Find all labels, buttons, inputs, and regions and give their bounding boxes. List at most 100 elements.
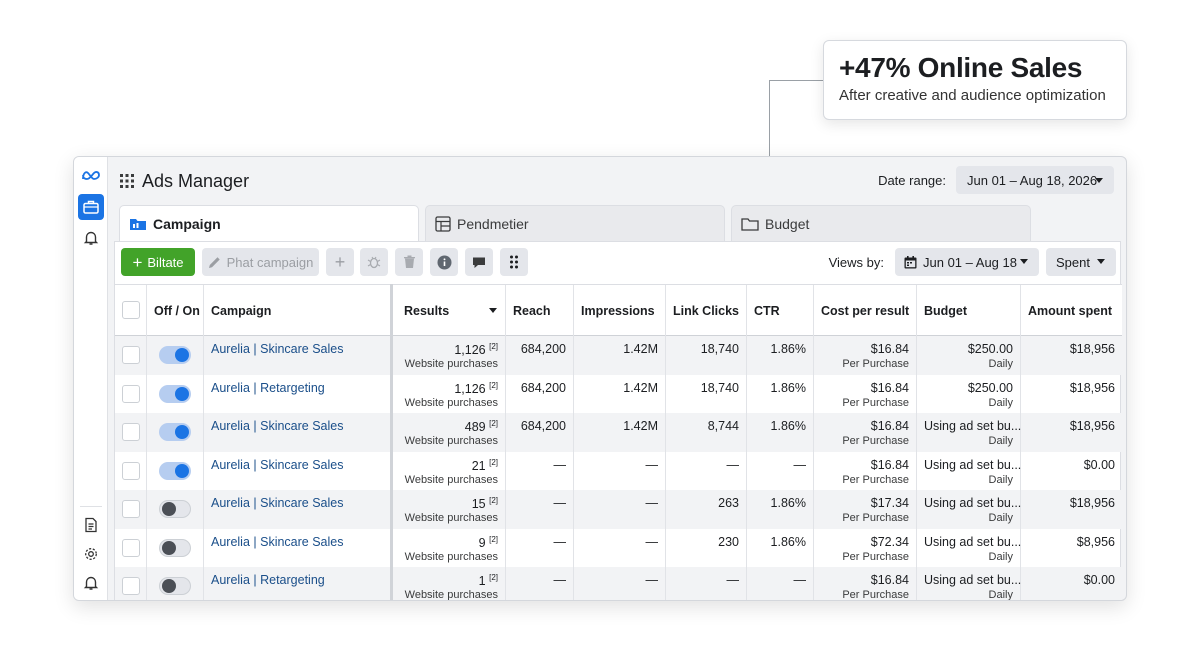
info-icon[interactable] [430, 248, 458, 276]
campaign-name-link[interactable]: Aurelia | Retargeting [211, 380, 325, 395]
header-reach[interactable]: Reach [506, 285, 574, 336]
campaign-folder-icon [129, 217, 147, 231]
cell-ctr: 1.86% [747, 490, 814, 529]
ctr-value: — [793, 457, 807, 472]
header-ctr[interactable]: CTR [747, 285, 814, 336]
delivery-toggle[interactable] [159, 346, 191, 364]
tab-pendmetier[interactable]: Pendmetier [425, 205, 725, 241]
row-checkbox[interactable] [122, 538, 140, 557]
cell-cost: $16.84 Per Purchase [814, 451, 917, 490]
comment-icon[interactable] [465, 248, 493, 276]
cell-results: 1 [2] Website purchases [397, 567, 506, 600]
table-row[interactable]: Aurelia | Skincare Sales 21 [2] Website pu… [115, 451, 1122, 490]
table-row[interactable]: Aurelia | Skincare Sales 1,126 [2] Website… [115, 336, 1122, 375]
trash-icon[interactable] [395, 248, 423, 276]
table-row[interactable]: Aurelia | Skincare Sales 489 [2] Website p… [115, 413, 1122, 452]
header-impressions[interactable]: Impressions [574, 285, 666, 336]
budget-period: Daily [988, 396, 1013, 409]
delivery-toggle[interactable] [159, 461, 191, 480]
results-value: 15 [2] [472, 496, 498, 511]
row-checkbox[interactable] [122, 346, 140, 364]
delivery-toggle[interactable] [159, 538, 191, 557]
header-link-clicks[interactable]: Link Clicks [666, 285, 747, 336]
results-value: 21 [2] [472, 458, 498, 473]
results-note: [2] [489, 419, 498, 428]
report-icon[interactable] [78, 512, 104, 538]
budget-value: Using ad set bu... [924, 496, 1022, 510]
campaign-name-link[interactable]: Aurelia | Skincare Sales [211, 534, 344, 549]
campaign-name-link[interactable]: Aurelia | Skincare Sales [211, 342, 344, 356]
campaign-name-link[interactable]: Aurelia | Retargeting [211, 573, 325, 587]
budget-value: $250.00 [967, 380, 1013, 395]
chevron-down-icon [1095, 178, 1103, 183]
row-checkbox[interactable] [122, 577, 140, 595]
results-count: 9 [478, 535, 486, 550]
tab-campaign[interactable]: Campaign [119, 205, 419, 241]
results-type: Website purchases [404, 396, 498, 409]
results-note: [2] [489, 534, 498, 544]
delivery-toggle[interactable] [159, 577, 191, 595]
meta-logo-icon[interactable] [78, 163, 104, 189]
campaign-name-link[interactable]: Aurelia | Skincare Sales [211, 496, 344, 510]
create-button[interactable]: + Biltate [121, 248, 195, 276]
cell-chk [115, 374, 147, 413]
cell-impressions: 1.42M [574, 374, 666, 413]
results-value: 1,126 [2] [454, 381, 498, 396]
cost-unit: Per Purchase [842, 358, 909, 370]
header-onoff[interactable]: Off / On [147, 285, 204, 336]
views-date-dropdown[interactable]: Jun 01 – Aug 18 [895, 248, 1039, 276]
bell-icon[interactable] [78, 225, 104, 251]
toggle-knob [162, 502, 176, 516]
header-results[interactable]: Results [397, 285, 506, 336]
cell-cost: $16.84 Per Purchase [814, 336, 917, 375]
cell-clicks: 18,740 [666, 336, 747, 375]
results-callout: +47% Online Sales After creative and aud… [823, 40, 1127, 120]
cell-toggle [147, 451, 204, 490]
apps-grid-icon[interactable] [120, 174, 134, 188]
row-checkbox[interactable] [122, 500, 140, 518]
cell-reach: — [506, 528, 574, 567]
frozen-column-divider [390, 284, 393, 600]
cell-impressions: — [574, 528, 666, 567]
table-row[interactable]: Aurelia | Retargeting 1 [2] Website purcha… [115, 567, 1122, 600]
delivery-toggle[interactable] [159, 384, 191, 403]
briefcase-icon[interactable] [78, 194, 104, 220]
cell-impressions: 1.42M [574, 413, 666, 452]
budget-value: Using ad set bu... [924, 419, 1022, 433]
campaign-name-link[interactable]: Aurelia | Skincare Sales [211, 457, 344, 472]
gear-icon[interactable] [78, 541, 104, 567]
sidebar-divider [80, 506, 102, 507]
row-checkbox[interactable] [122, 384, 140, 403]
header-budget[interactable]: Budget [917, 285, 1021, 336]
header-results-label: Results [404, 303, 450, 318]
tab-budget[interactable]: Budget [731, 205, 1031, 241]
table-row[interactable]: Aurelia | Skincare Sales 9 [2] Website pur… [115, 528, 1122, 567]
results-type: Website purchases [404, 435, 498, 447]
header-amount-spent[interactable]: Amount spent [1028, 303, 1113, 318]
row-checkbox[interactable] [122, 461, 140, 480]
header-cost-per-result[interactable]: Cost per result [814, 285, 917, 336]
more-options-icon[interactable] [500, 248, 528, 276]
results-type: Website purchases [404, 550, 498, 563]
sort-descending-icon[interactable] [489, 308, 497, 313]
delivery-toggle[interactable] [159, 423, 191, 441]
results-count: 1 [478, 574, 486, 589]
table-row[interactable]: Aurelia | Skincare Sales 15 [2] Website pu… [115, 490, 1122, 529]
add-icon[interactable]: + [326, 248, 354, 276]
select-all-checkbox[interactable] [122, 301, 140, 319]
bug-icon[interactable] [360, 248, 388, 276]
campaign-name-link[interactable]: Aurelia | Skincare Sales [211, 419, 344, 433]
header-campaign[interactable]: Campaign [204, 285, 392, 336]
row-checkbox[interactable] [122, 423, 140, 441]
results-type: Website purchases [404, 473, 498, 486]
edit-campaign-button[interactable]: Phat campaign [202, 248, 319, 276]
views-by-label: Views by: [828, 255, 884, 270]
date-range-label: Date range: [878, 173, 946, 188]
notifications-bell-icon[interactable] [78, 570, 104, 596]
delivery-toggle[interactable] [159, 500, 191, 518]
metric-dropdown[interactable]: Spent [1046, 248, 1116, 276]
cell-chk [115, 528, 147, 567]
date-range-dropdown[interactable]: Jun 01 – Aug 18, 2026 [956, 166, 1114, 194]
table-row[interactable]: Aurelia | Retargeting 1,126 [2] Website pu… [115, 374, 1122, 413]
